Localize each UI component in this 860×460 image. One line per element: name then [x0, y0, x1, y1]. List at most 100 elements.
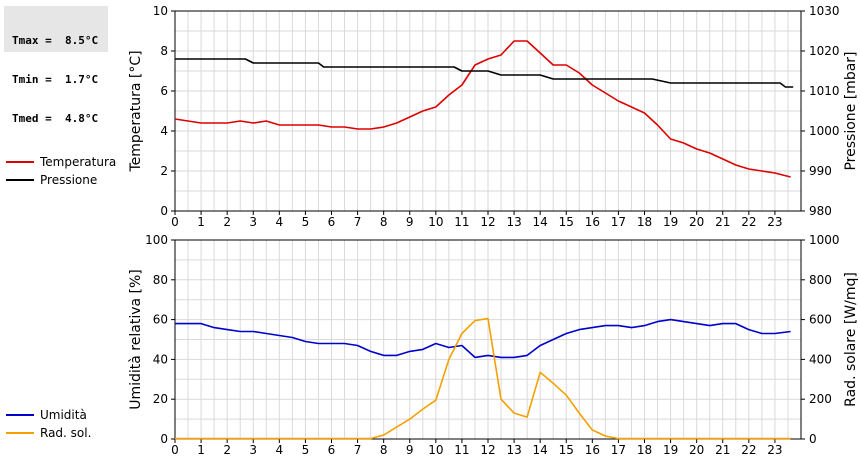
- legend-item-pressure: Pressione: [6, 171, 116, 189]
- x-tick-label: 3: [249, 215, 257, 229]
- y-right-axis-title: Rad. solare [W/mq]: [843, 272, 859, 407]
- x-tick-label: 0: [171, 215, 179, 229]
- y-right-axis-title: Pressione [mbar]: [843, 51, 859, 170]
- pressure-swatch: [6, 179, 34, 181]
- x-tick-label: 12: [480, 215, 495, 229]
- y-right-tick-label: 990: [809, 164, 832, 178]
- y-left-tick-label: 8: [160, 44, 168, 58]
- x-tick-label: 22: [741, 443, 756, 457]
- y-right-tick-label: 400: [809, 352, 832, 366]
- x-tick-label: 23: [767, 443, 782, 457]
- x-tick-label: 11: [454, 443, 469, 457]
- stats-tmax: Tmax = 8.5°C: [12, 34, 99, 47]
- y-left-tick-label: 10: [153, 4, 168, 18]
- series-line-rad-sol: [175, 317, 791, 440]
- x-tick-label: 19: [663, 215, 678, 229]
- legend-top: Temperatura Pressione: [6, 153, 116, 189]
- y-right-tick-label: 1000: [809, 124, 840, 138]
- series-line-pressione: [175, 58, 794, 88]
- y-left-tick-label: 80: [153, 273, 168, 287]
- x-tick-label: 21: [715, 443, 730, 457]
- y-left-tick-label: 40: [153, 352, 168, 366]
- x-tick-label: 6: [328, 443, 336, 457]
- x-tick-label: 14: [533, 215, 548, 229]
- y-left-tick-label: 4: [160, 124, 168, 138]
- x-tick-label: 8: [380, 443, 388, 457]
- x-tick-label: 16: [585, 443, 600, 457]
- x-tick-label: 5: [302, 443, 310, 457]
- y-left-tick-label: 100: [145, 233, 168, 247]
- stats-tmed: Tmed = 4.8°C: [12, 112, 99, 125]
- radiation-swatch: [6, 432, 34, 434]
- x-tick-label: 5: [302, 215, 310, 229]
- x-tick-label: 20: [689, 215, 704, 229]
- y-left-axis-title: Temperatura [°C]: [128, 50, 144, 172]
- legend-label-pressure: Pressione: [40, 173, 98, 187]
- legend-label-humidity: Umidità: [40, 408, 87, 422]
- x-tick-label: 6: [328, 215, 336, 229]
- x-tick-label: 2: [223, 215, 231, 229]
- x-tick-label: 7: [354, 443, 362, 457]
- x-tick-label: 13: [506, 215, 521, 229]
- x-tick-label: 10: [428, 215, 443, 229]
- x-tick-label: 16: [585, 215, 600, 229]
- x-tick-label: 15: [559, 215, 574, 229]
- x-tick-label: 19: [663, 443, 678, 457]
- x-tick-label: 7: [354, 215, 362, 229]
- x-tick-label: 4: [276, 443, 284, 457]
- x-tick-label: 2: [223, 443, 231, 457]
- x-tick-label: 9: [406, 443, 414, 457]
- y-left-tick-label: 60: [153, 313, 168, 327]
- chart-panel-1: 0 1 2 3 4 5 6 7 8 9 10 11 12 13 14 15 16 17 18 19 20 21 22 2302…: [128, 4, 859, 229]
- chart-panel-2: 0 1 2 3 4 5 6 7 8 9 10 11 12 13 14 15 16 17 18 19 20 21 22 2302…: [128, 233, 859, 457]
- x-tick-label: 20: [689, 443, 704, 457]
- y-left-tick-label: 20: [153, 392, 168, 406]
- x-tick-label: 12: [480, 443, 495, 457]
- y-right-tick-label: 1020: [809, 44, 840, 58]
- stats-tmin: Tmin = 1.7°C: [12, 73, 99, 86]
- x-tick-label: 1: [197, 215, 205, 229]
- y-left-tick-label: 2: [160, 164, 168, 178]
- y-left-tick-label: 0: [160, 204, 168, 218]
- y-right-tick-label: 1030: [809, 4, 840, 18]
- x-tick-label: 4: [276, 215, 284, 229]
- x-tick-label: 18: [637, 215, 652, 229]
- x-tick-label: 0: [171, 443, 179, 457]
- x-tick-label: 18: [637, 443, 652, 457]
- x-tick-label: 15: [559, 443, 574, 457]
- x-tick-label: 22: [741, 215, 756, 229]
- legend-item-humidity: Umidità: [6, 406, 91, 424]
- series-line-umidit: [175, 318, 791, 359]
- legend-label-radiation: Rad. sol.: [40, 426, 92, 440]
- x-tick-label: 1: [197, 443, 205, 457]
- temperature-swatch: [6, 161, 34, 163]
- y-right-tick-label: 600: [809, 313, 832, 327]
- x-tick-label: 14: [533, 443, 548, 457]
- x-tick-label: 23: [767, 215, 782, 229]
- y-left-tick-label: 6: [160, 84, 168, 98]
- legend-bottom: Umidità Rad. sol.: [6, 406, 91, 442]
- series-line-temperatura: [174, 40, 791, 178]
- x-tick-label: 8: [380, 215, 388, 229]
- legend-label-temperature: Temperatura: [40, 155, 117, 169]
- y-right-tick-label: 980: [809, 204, 832, 218]
- y-right-tick-label: 200: [809, 392, 832, 406]
- x-tick-label: 17: [611, 215, 626, 229]
- x-tick-label: 13: [506, 443, 521, 457]
- x-tick-label: 10: [428, 443, 443, 457]
- y-left-axis-title: Umidità relativa [%]: [128, 269, 144, 410]
- x-tick-label: 9: [406, 215, 414, 229]
- y-right-tick-label: 0: [809, 432, 817, 446]
- x-tick-label: 17: [611, 443, 626, 457]
- y-right-tick-label: 1010: [809, 84, 840, 98]
- y-left-tick-label: 0: [160, 432, 168, 446]
- y-right-tick-label: 800: [809, 273, 832, 287]
- legend-item-radiation: Rad. sol.: [6, 424, 91, 442]
- legend-item-temperature: Temperatura: [6, 153, 116, 171]
- humidity-swatch: [6, 414, 34, 416]
- stats-box: Tmax = 8.5°C Tmin = 1.7°C Tmed = 4.8°C: [4, 6, 108, 125]
- x-tick-label: 11: [454, 215, 469, 229]
- y-right-tick-label: 1000: [809, 233, 840, 247]
- x-tick-label: 3: [249, 443, 257, 457]
